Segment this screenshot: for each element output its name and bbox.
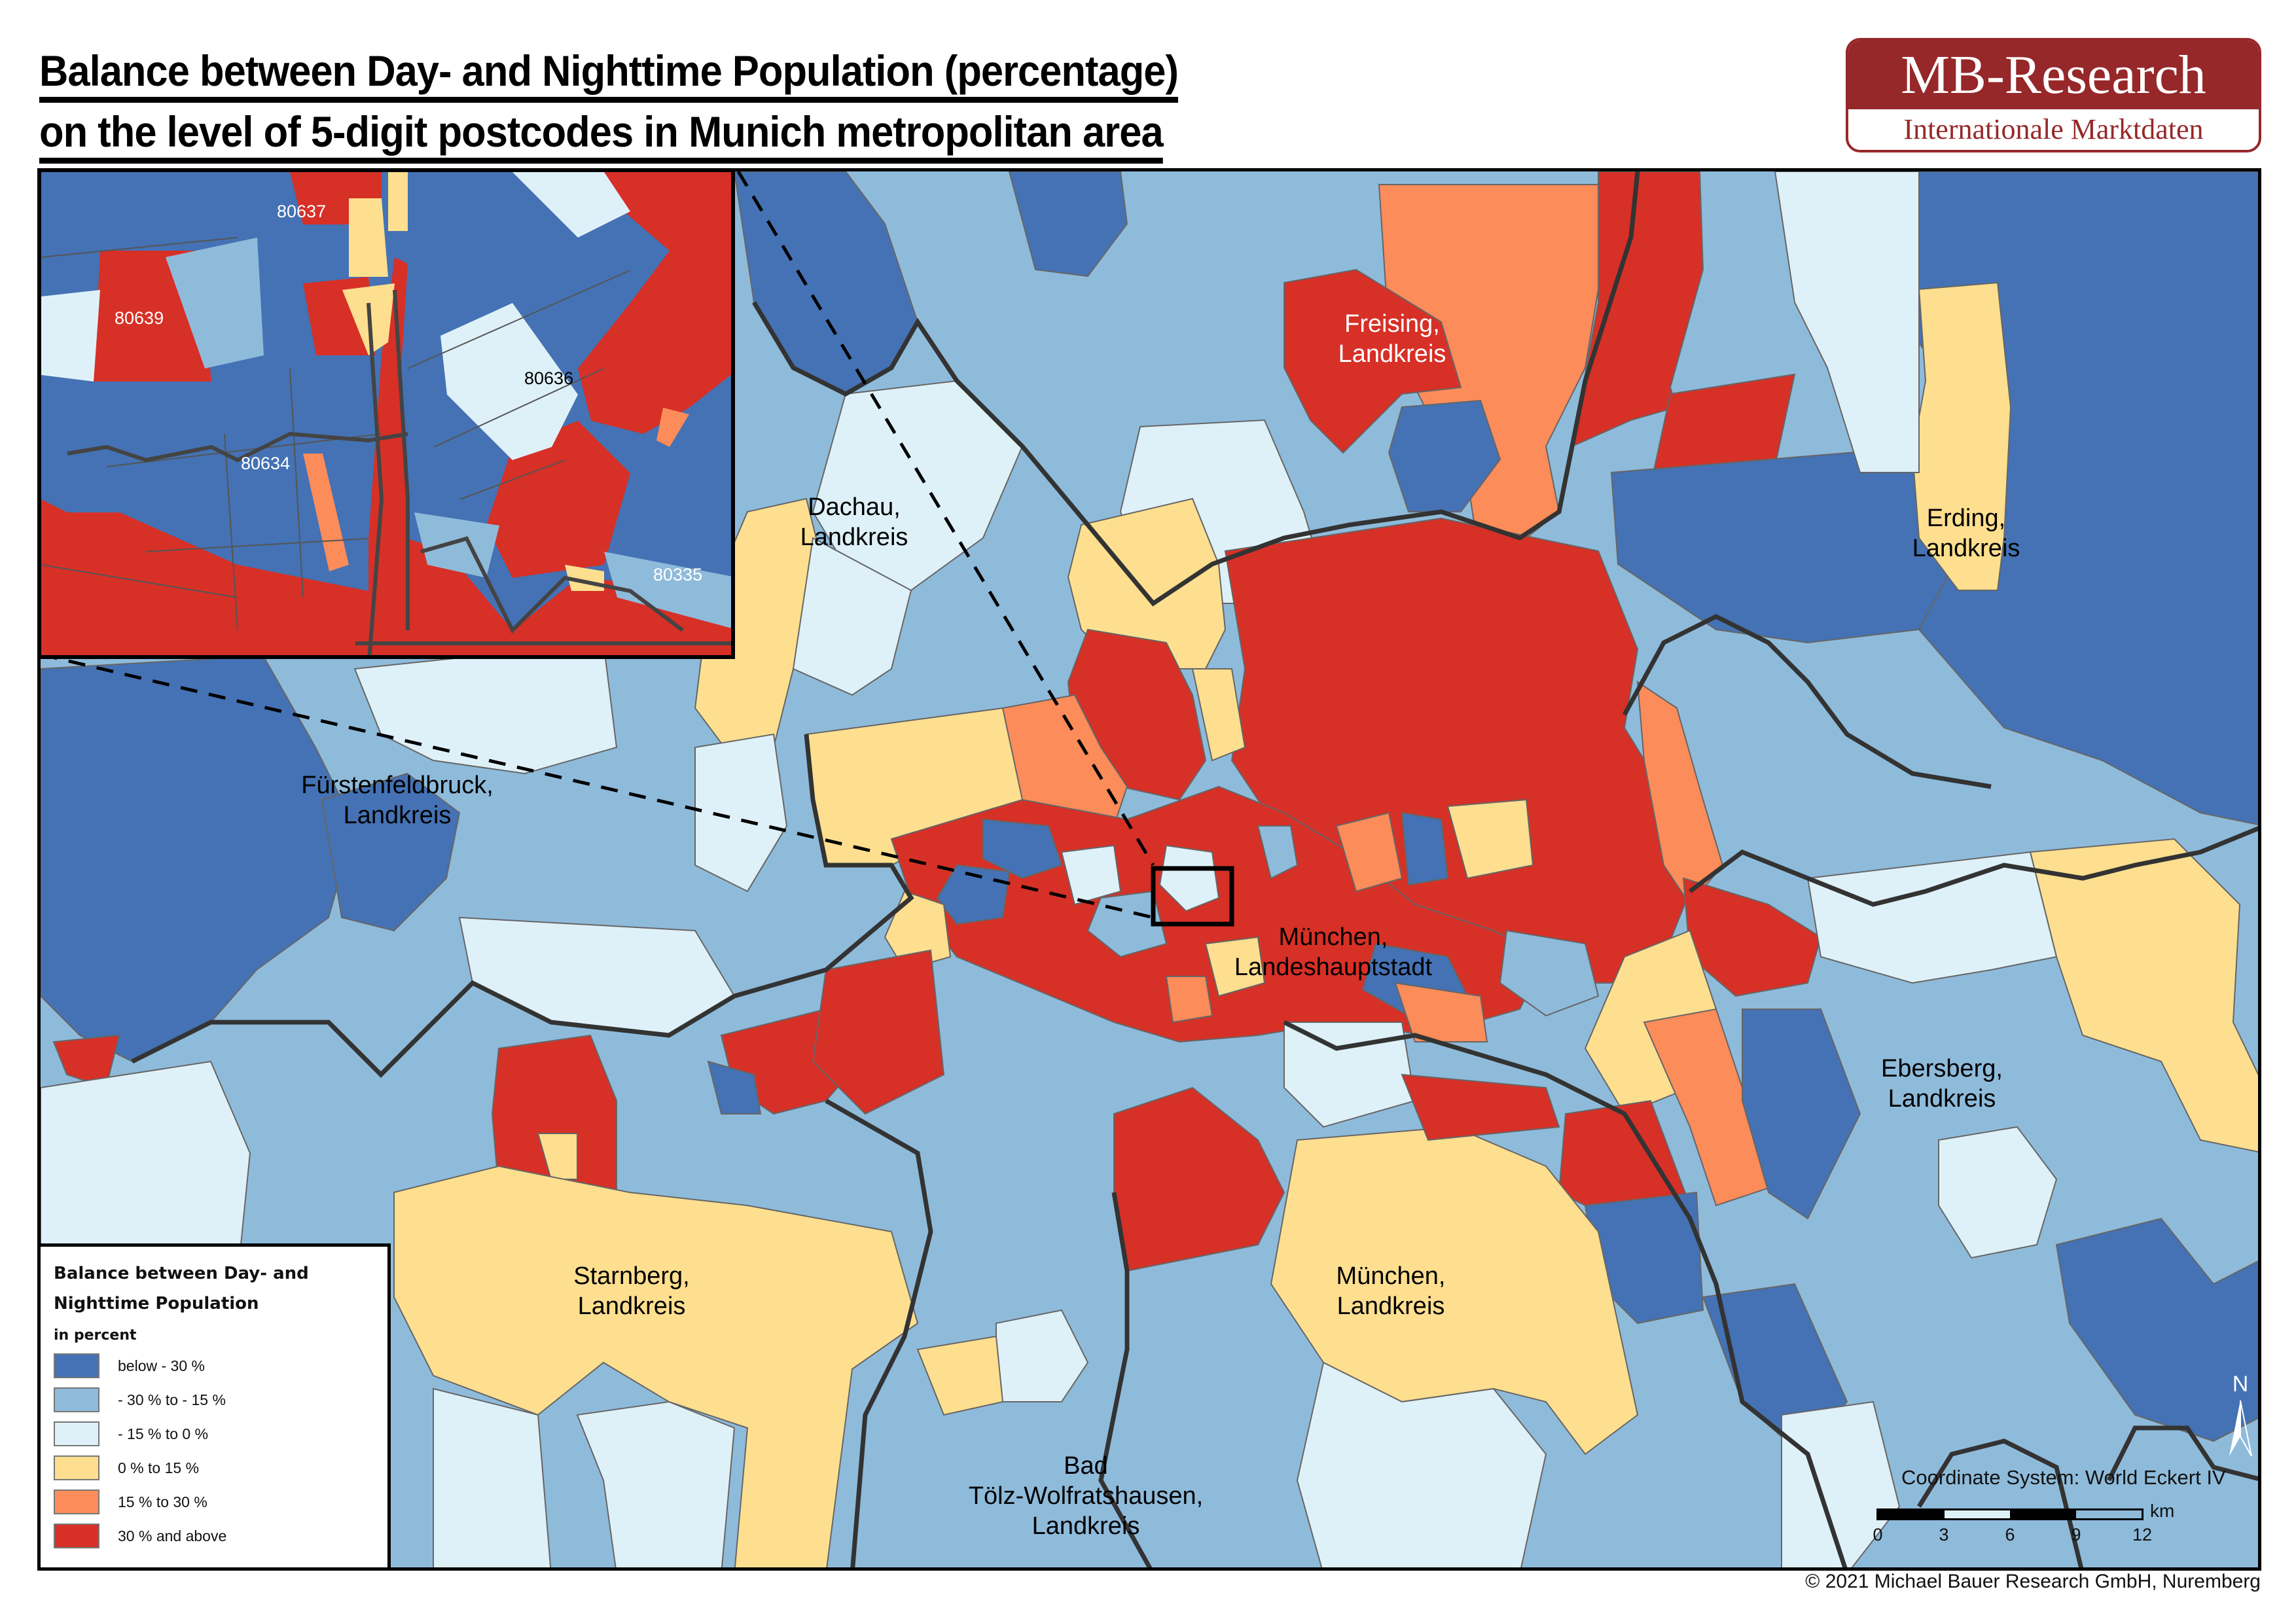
scale-tick: 12 <box>2132 1525 2153 1544</box>
label-freising: Freising, Landkreis <box>1338 310 1446 368</box>
postcode-80637: 80637 <box>277 202 327 221</box>
legend-swatch-orange <box>54 1489 99 1514</box>
legend-label: - 30 % to - 15 % <box>118 1391 226 1408</box>
label-starnberg: Starnberg, Landkreis <box>573 1262 690 1320</box>
legend-row: 15 % to 30 % <box>54 1485 387 1519</box>
legend: Balance between Day- and Nighttime Popul… <box>37 1243 391 1571</box>
legend-swatch-dark-blue <box>54 1353 99 1378</box>
label-fuerstenfeldbruck: Fürstenfeldbruck, Landkreis <box>301 772 493 829</box>
label-dachau: Dachau, Landkreis <box>800 493 908 551</box>
logo-tagline: Internationale Marktdaten <box>1903 113 2204 145</box>
label-muenchen-stadt: München, Landeshauptstadt <box>1234 923 1433 981</box>
postcode-80636: 80636 <box>524 368 574 388</box>
legend-swatch-mid-blue <box>54 1387 99 1412</box>
legend-label: below - 30 % <box>118 1357 205 1374</box>
legend-subtitle: in percent <box>54 1327 137 1344</box>
legend-label: 15 % to 30 % <box>118 1493 207 1510</box>
scale-tick: 9 <box>2071 1525 2081 1544</box>
legend-label: - 15 % to 0 % <box>118 1425 209 1442</box>
legend-row: below - 30 % <box>54 1349 387 1383</box>
inset-locator-box <box>1151 866 1234 927</box>
postcode-80639: 80639 <box>115 308 164 328</box>
title-line-1: Balance between Day- and Nighttime Popul… <box>39 45 1179 103</box>
label-ebersberg: Ebersberg, Landkreis <box>1881 1055 2003 1113</box>
legend-title: Balance between Day- and Nighttime Popul… <box>54 1264 309 1313</box>
scale-tick: 3 <box>1939 1525 1949 1544</box>
label-erding: Erding, Landkreis <box>1912 505 2020 562</box>
scale-unit: km <box>2150 1501 2175 1521</box>
scale-tick: 6 <box>2005 1525 2015 1544</box>
legend-row: 30 % and above <box>54 1519 387 1553</box>
postcode-80634: 80634 <box>241 454 291 473</box>
label-bad-toelz: Bad Tölz-Wolfratshausen, Landkreis <box>968 1452 1204 1540</box>
logo-name: MB-Research <box>1848 41 2259 109</box>
legend-swatch-yellow <box>54 1455 99 1480</box>
title-line-2: on the level of 5-digit postcodes in Mun… <box>39 105 1164 164</box>
label-muenchen-landkreis: München, Landkreis <box>1336 1262 1446 1320</box>
legend-label: 30 % and above <box>118 1527 227 1544</box>
north-arrow-icon: N <box>2224 1368 2257 1459</box>
postcode-80335: 80335 <box>653 565 703 584</box>
scale-tick: 0 <box>1873 1525 1883 1544</box>
svg-text:N: N <box>2233 1372 2249 1397</box>
legend-row: - 30 % to - 15 % <box>54 1383 387 1417</box>
mb-research-logo: MB-Research Internationale Marktdaten <box>1846 38 2261 152</box>
legend-swatch-red <box>54 1524 99 1548</box>
legend-row: - 15 % to 0 % <box>54 1417 387 1451</box>
legend-swatch-light-blue <box>54 1421 99 1446</box>
map-title: Balance between Day- and Nighttime Popul… <box>39 45 1179 166</box>
inset-map[interactable]: 80637 80639 80636 80634 80335 <box>37 168 735 659</box>
coordinate-system: Coordinate System: World Eckert IV <box>1901 1466 2226 1489</box>
inset-regions <box>41 172 731 655</box>
legend-label: 0 % to 15 % <box>118 1459 200 1476</box>
scale-bar <box>1876 1508 2144 1520</box>
copyright-notice: © 2021 Michael Bauer Research GmbH, Nure… <box>1805 1571 2261 1592</box>
legend-row: 0 % to 15 % <box>54 1451 387 1485</box>
